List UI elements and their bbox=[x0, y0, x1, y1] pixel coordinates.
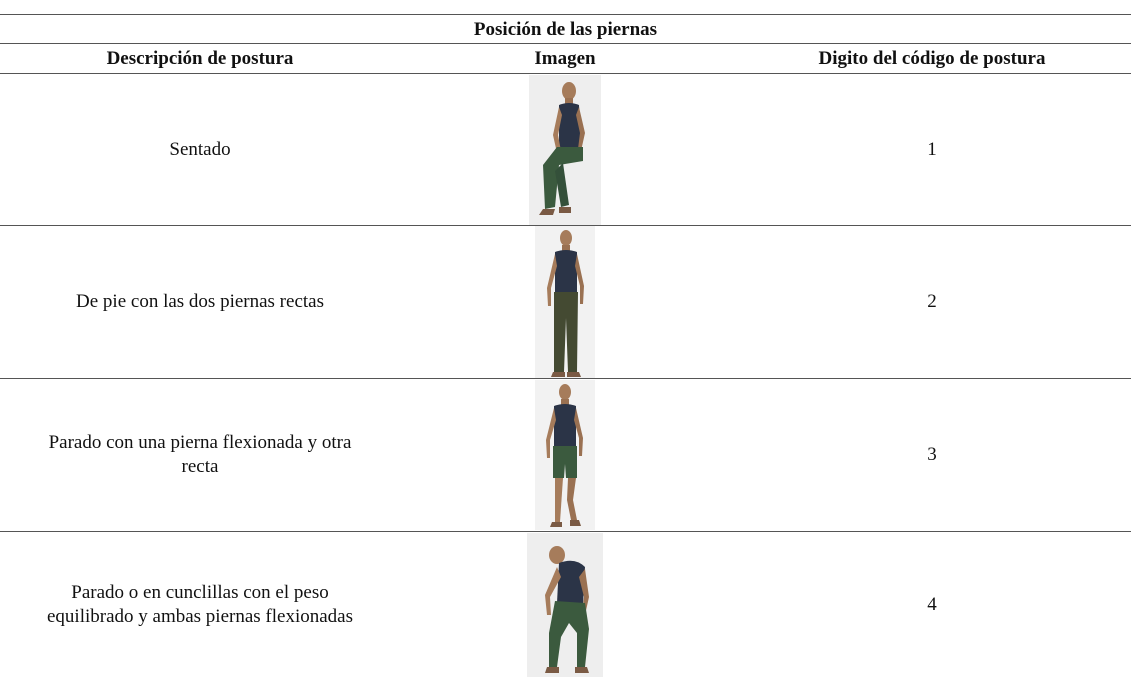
description-cell: Parado o en cunclillas con el peso equil… bbox=[46, 581, 353, 627]
table-row: De pie con las dos piernas rectas 2 bbox=[0, 226, 1131, 378]
posture-image bbox=[535, 380, 595, 530]
description-cell: Sentado bbox=[169, 138, 231, 160]
table-row: Parado con una pierna flexionada y otra … bbox=[0, 379, 1131, 531]
table-title: Posición de las piernas bbox=[473, 19, 658, 40]
code-cell: 3 bbox=[927, 444, 937, 465]
image-cell bbox=[525, 226, 605, 378]
rule bbox=[0, 14, 1131, 15]
posture-image bbox=[527, 532, 603, 677]
table-row: Sentado 1 bbox=[0, 74, 1131, 225]
description-cell: De pie con las dos piernas rectas bbox=[76, 291, 324, 312]
rule bbox=[0, 73, 1131, 74]
column-header: Imagen bbox=[534, 48, 596, 69]
posture-image bbox=[535, 226, 595, 378]
image-cell bbox=[525, 74, 605, 225]
column-header: Descripción de postura bbox=[106, 48, 294, 69]
table-row: Parado o en cunclillas con el peso equil… bbox=[0, 532, 1131, 677]
posture-image bbox=[529, 74, 601, 225]
rule bbox=[0, 225, 1131, 226]
code-cell: 2 bbox=[927, 291, 937, 312]
image-cell bbox=[525, 532, 605, 677]
rule bbox=[0, 531, 1131, 532]
code-cell: 4 bbox=[927, 593, 937, 615]
code-cell: 1 bbox=[927, 138, 937, 160]
description-cell: Parado con una pierna flexionada y otra … bbox=[48, 432, 352, 477]
rule bbox=[0, 43, 1131, 44]
rule bbox=[0, 378, 1131, 379]
column-header: Digito del código de postura bbox=[818, 48, 1046, 69]
image-cell bbox=[525, 379, 605, 531]
